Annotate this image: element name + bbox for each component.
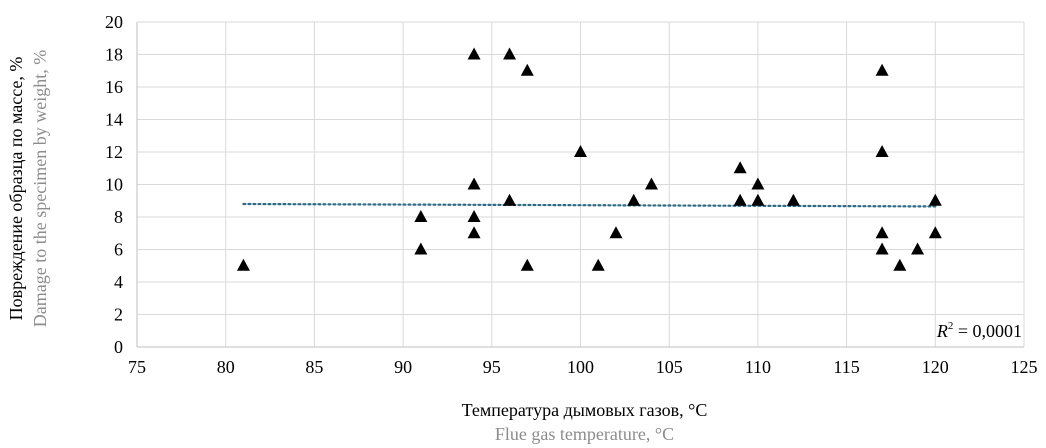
- data-point: [928, 193, 942, 206]
- data-point: [236, 258, 250, 271]
- data-point: [503, 47, 517, 60]
- y-tick-label: 6: [114, 240, 123, 260]
- data-points: [236, 47, 942, 271]
- data-point: [414, 210, 428, 222]
- x-tick-label: 120: [922, 357, 949, 377]
- data-point: [503, 193, 517, 206]
- y-tick-label: 2: [114, 305, 123, 325]
- x-tick-label: 125: [1011, 357, 1038, 377]
- x-tick-label: 100: [567, 357, 594, 377]
- data-point: [627, 193, 641, 206]
- x-tick-label: 85: [305, 357, 323, 377]
- x-tick-label: 90: [394, 357, 412, 377]
- gridlines: [137, 21, 1025, 347]
- data-point: [875, 145, 889, 157]
- y-tick-label: 10: [105, 175, 123, 195]
- x-tick-label: 75: [128, 357, 146, 377]
- data-point: [467, 226, 481, 239]
- x-tick-label: 80: [217, 357, 235, 377]
- r-squared-symbol: R: [936, 321, 948, 341]
- data-point: [875, 242, 889, 255]
- x-axis-title-ru: Температура дымовых газов, °C: [462, 400, 708, 420]
- r-squared-superscript: 2: [948, 320, 954, 332]
- y-tick-labels: 0 2 4 6 8 10 12 14 16 18 20: [105, 12, 123, 357]
- y-tick-label: 14: [105, 110, 123, 130]
- y-tick-label: 18: [105, 45, 123, 65]
- y-axis-title-en: Damage to the specimen by weight, %: [30, 50, 50, 327]
- x-tick-label: 95: [483, 357, 501, 377]
- x-tick-label: 115: [833, 357, 859, 377]
- data-point: [875, 63, 889, 76]
- y-tick-label: 4: [114, 272, 123, 292]
- axes: [136, 22, 1024, 348]
- data-point: [644, 177, 658, 190]
- data-point: [911, 242, 925, 255]
- data-point: [893, 258, 907, 271]
- y-tick-label: 20: [105, 12, 123, 32]
- data-point: [520, 63, 534, 76]
- data-point: [574, 145, 587, 157]
- data-point: [751, 177, 765, 190]
- data-point: [520, 258, 534, 271]
- data-point: [467, 210, 481, 222]
- data-point: [591, 258, 605, 271]
- data-point: [609, 226, 623, 239]
- data-point: [875, 226, 889, 239]
- y-tick-label: 16: [105, 77, 123, 97]
- y-tick-label: 0: [114, 337, 123, 357]
- r-squared-value: = 0,0001: [953, 321, 1022, 341]
- trendline: [242, 202, 937, 208]
- data-point: [751, 193, 765, 206]
- data-point: [733, 193, 747, 206]
- data-point: [786, 193, 800, 206]
- x-tick-label: 110: [745, 357, 771, 377]
- x-axis-title-en: Flue gas temperature, °C: [495, 424, 674, 444]
- data-point: [467, 47, 481, 60]
- data-point: [467, 177, 481, 190]
- y-tick-label: 12: [105, 142, 123, 162]
- y-tick-label: 8: [114, 207, 123, 227]
- y-axis-title-ru: Повреждение образца по массе, %: [6, 57, 26, 321]
- data-point: [928, 226, 942, 239]
- x-tick-label: 105: [656, 357, 683, 377]
- data-point: [414, 242, 428, 255]
- r-squared-label: R2 = 0,0001: [936, 320, 1022, 341]
- data-point: [733, 161, 747, 174]
- x-tick-labels: 75 80 85 90 95 100 105 110 115 120 125: [128, 357, 1038, 377]
